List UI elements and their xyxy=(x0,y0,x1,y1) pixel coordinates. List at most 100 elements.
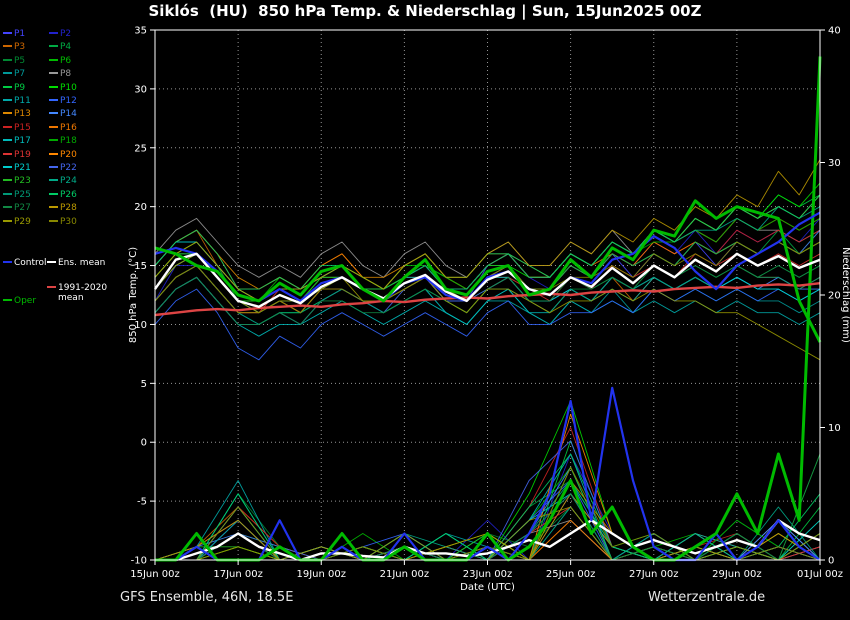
legend-line-swatch xyxy=(49,179,58,182)
temp-line-1991-2020-mean xyxy=(154,282,821,317)
x-tick-label: 23Jun 00z xyxy=(463,569,513,580)
legend-item-oper: Oper xyxy=(3,296,36,307)
legend-label: P9 xyxy=(14,82,26,93)
legend-line-swatch xyxy=(3,72,12,75)
legend-line-swatch xyxy=(3,192,12,195)
temp-tick-label: 5 xyxy=(141,379,147,390)
legend-line-swatch xyxy=(49,112,58,115)
legend-label: P10 xyxy=(60,82,77,93)
precip-tick-label: 40 xyxy=(828,26,841,37)
legend-line-swatch xyxy=(49,206,58,209)
legend-label: P7 xyxy=(14,69,26,80)
legend-line-swatch xyxy=(3,219,12,222)
footer-site: Wetterzentrale.de xyxy=(648,590,766,605)
legend-label: P5 xyxy=(14,55,26,66)
temp-tick-label: -5 xyxy=(137,497,147,508)
legend-item-p13: P13 xyxy=(3,109,31,120)
x-tick-label: 17Jun 00z xyxy=(213,569,263,580)
x-tick-label: 01Jul 00z xyxy=(797,569,843,580)
x-tick-label: 25Jun 00z xyxy=(546,569,596,580)
legend-item-p3: P3 xyxy=(3,42,25,53)
legend-item-p20: P20 xyxy=(49,150,77,161)
legend-item-p16: P16 xyxy=(49,123,77,134)
temp-tick-label: 0 xyxy=(141,438,147,449)
legend-line-swatch xyxy=(3,45,12,48)
legend-label: P28 xyxy=(60,203,77,214)
chart-title: Siklós (HU) 850 hPa Temp. & Niederschlag… xyxy=(148,2,702,20)
legend-item-p5: P5 xyxy=(3,56,25,67)
legend-item-p10: P10 xyxy=(49,83,77,94)
legend-label: P4 xyxy=(60,42,72,53)
legend-item-p23: P23 xyxy=(3,176,31,187)
legend-label: P15 xyxy=(14,122,31,133)
legend-label: P14 xyxy=(60,109,77,120)
temp-tick-label: -10 xyxy=(131,556,147,567)
precip-tick-label: 0 xyxy=(828,556,834,567)
legend-item-p29: P29 xyxy=(3,217,31,228)
footer-model-info: GFS Ensemble, 46N, 18.5E xyxy=(120,590,294,605)
temp-tick-label: 30 xyxy=(134,84,147,95)
right-axis-label: Niederschlag (mm) xyxy=(840,247,850,343)
legend-item-p6: P6 xyxy=(49,56,71,67)
legend-label: Oper xyxy=(14,296,37,306)
x-tick-label: 15Jun 00z xyxy=(130,569,180,580)
legend-item-p1: P1 xyxy=(3,29,25,40)
legend-label: P19 xyxy=(14,149,31,160)
legend-item-climate-mean: 1991-2020 mean xyxy=(47,283,114,303)
legend-line-swatch xyxy=(47,261,56,263)
legend-line-swatch xyxy=(49,166,58,168)
legend-item-p8: P8 xyxy=(49,69,71,80)
legend-item-p30: P30 xyxy=(49,217,77,228)
legend-item-ens-mean: Ens. mean xyxy=(47,258,105,269)
legend-item-p25: P25 xyxy=(3,190,31,201)
legend-label: P13 xyxy=(14,109,31,120)
legend-item-p17: P17 xyxy=(3,136,31,147)
legend-line-swatch xyxy=(49,192,58,195)
legend-item-p12: P12 xyxy=(49,96,77,107)
legend-item-p27: P27 xyxy=(3,203,31,214)
legend-line-swatch xyxy=(3,299,12,301)
legend-label: P6 xyxy=(60,55,72,66)
legend-item-p4: P4 xyxy=(49,42,71,53)
legend-item-p11: P11 xyxy=(3,96,31,107)
temp-tick-label: 35 xyxy=(134,26,147,37)
x-axis-label: Date (UTC) xyxy=(460,582,515,593)
legend-line-swatch xyxy=(49,85,58,88)
legend-line-swatch xyxy=(49,58,58,61)
temp-tick-label: 10 xyxy=(134,320,147,331)
temp-line-ens-mean xyxy=(154,252,821,308)
legend-line-swatch xyxy=(49,45,58,48)
legend-line-swatch xyxy=(49,152,58,155)
legend-line-swatch xyxy=(3,206,12,209)
legend-line-swatch xyxy=(49,125,58,128)
x-tick-label: 29Jun 00z xyxy=(712,569,762,580)
legend-line-swatch xyxy=(3,112,12,115)
legend-label: P22 xyxy=(60,163,77,173)
legend-label: Control xyxy=(14,258,47,268)
legend-item-p2: P2 xyxy=(49,29,71,40)
precip-tick-label: 30 xyxy=(828,158,841,169)
legend-line-swatch xyxy=(3,125,12,128)
legend-item-p7: P7 xyxy=(3,69,25,80)
legend-label: P26 xyxy=(60,189,77,200)
precip-tick-label: 10 xyxy=(828,423,841,434)
temp-line-oper xyxy=(154,199,822,343)
legend: P1 P2 P3 P4 P5 P6 P7 P8 P9 P10 P11 P12 P13 P14 P15 P16 P… xyxy=(0,0,110,560)
legend-label: P30 xyxy=(60,216,77,227)
legend-line-swatch xyxy=(3,152,12,155)
precip-line-control xyxy=(155,386,821,562)
legend-label: P8 xyxy=(60,69,72,80)
legend-label: P20 xyxy=(60,149,77,160)
legend-item-control: Control xyxy=(3,258,47,269)
legend-line-swatch xyxy=(3,58,12,61)
legend-item-p28: P28 xyxy=(49,203,77,214)
legend-label: P21 xyxy=(14,163,31,173)
legend-item-p21: P21 xyxy=(3,163,31,174)
legend-line-swatch xyxy=(49,72,58,75)
legend-line-swatch xyxy=(3,166,12,168)
x-tick-label: 21Jun 00z xyxy=(380,569,430,580)
temp-tick-label: 15 xyxy=(134,261,147,272)
legend-line-swatch xyxy=(49,139,58,142)
